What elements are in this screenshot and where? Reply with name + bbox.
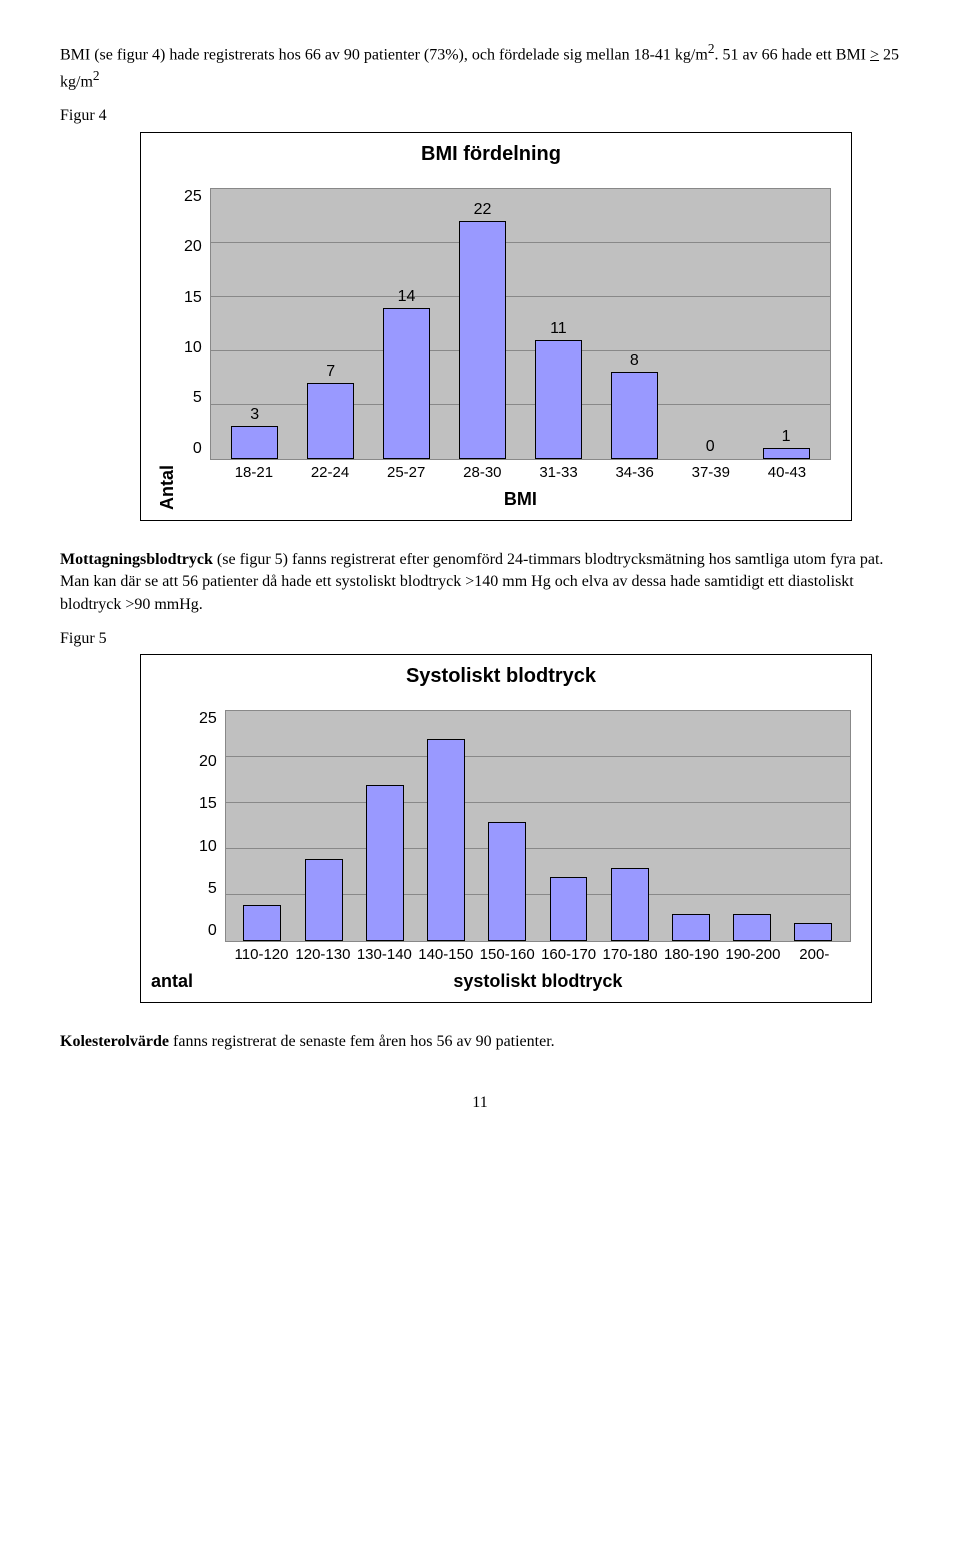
chart-bmi-xlabel: BMI	[210, 489, 831, 510]
chart-systolic-plot	[225, 710, 851, 942]
chart-systolic-ylabel: antal	[151, 710, 199, 992]
figure-4-label: Figur 4	[60, 105, 900, 127]
chart-bmi: BMI fördelning Antal 2520151050 37142211…	[140, 132, 852, 521]
chart-systolic-xlabel: systoliskt blodtryck	[225, 971, 851, 992]
chart-systolic-yaxis: 2520151050	[199, 710, 225, 940]
chart-bmi-plot: 37142211801	[210, 188, 831, 460]
chart-bmi-xticks: 18-2122-2425-2728-3031-3334-3637-3940-43	[210, 460, 831, 481]
chart-bmi-ylabel: Antal	[151, 188, 184, 510]
figure-5-label: Figur 5	[60, 628, 900, 650]
chart-bmi-title: BMI fördelning	[151, 143, 831, 166]
paragraph-3: Kolesterolvärde fanns registrerat de sen…	[60, 1031, 900, 1053]
paragraph-2: Mottagningsblodtryck (se figur 5) fanns …	[60, 549, 900, 616]
chart-systolic-xticks: 110-120120-130130-140140-150150-160160-1…	[225, 942, 851, 963]
page-number: 11	[60, 1094, 900, 1112]
chart-systolic-title: Systoliskt blodtryck	[151, 665, 851, 688]
chart-bmi-yaxis: 2520151050	[184, 188, 210, 458]
chart-systolic: Systoliskt blodtryck antal 2520151050 11…	[140, 654, 872, 1003]
paragraph-1: BMI (se figur 4) hade registrerats hos 6…	[60, 40, 900, 93]
